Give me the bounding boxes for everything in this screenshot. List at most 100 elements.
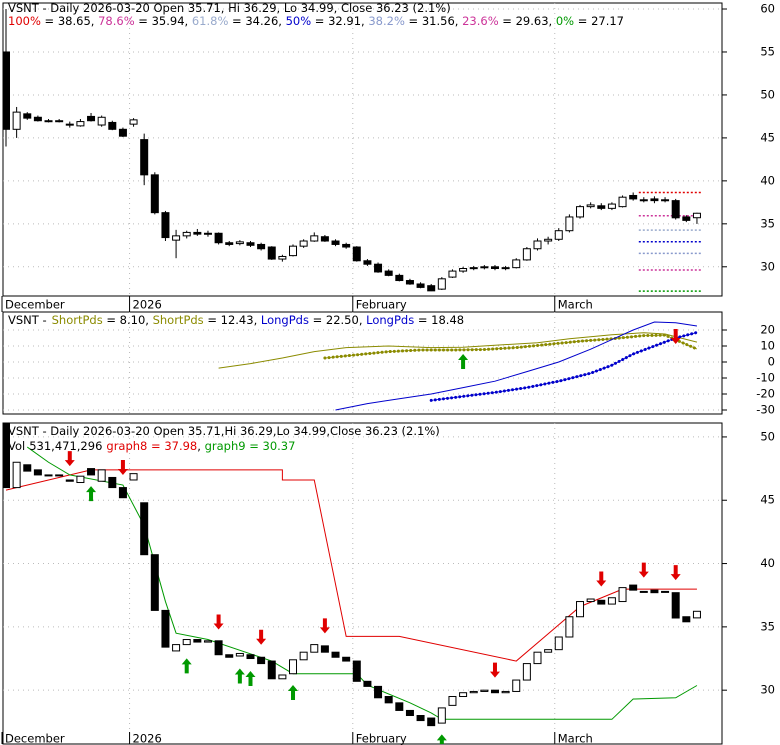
candle-body <box>118 128 127 137</box>
candle-body <box>576 601 585 618</box>
legend-text: LongPds <box>366 313 414 327</box>
candle-body <box>129 119 138 125</box>
candle-body <box>65 123 74 126</box>
legend-text: , <box>145 313 152 327</box>
candle-body <box>310 644 319 653</box>
legend-text: 100% <box>8 14 41 28</box>
candle-body <box>129 473 138 481</box>
candle-body <box>618 587 627 603</box>
series-line <box>5 469 697 662</box>
candle-body <box>490 266 499 270</box>
x-tick-label: February <box>356 732 407 745</box>
candle-body <box>331 240 340 245</box>
candle-body <box>671 592 680 619</box>
buy-arrow <box>245 671 256 687</box>
legend-text: 31.56 <box>422 14 455 28</box>
legend-text: VSNT - Daily 2026-03-20 Open 35.71,Hi 36… <box>8 424 440 438</box>
legend-text: VSNT - Daily 2026-03-20 Open 35.71, Hi 3… <box>8 1 451 15</box>
candle-body <box>193 231 202 235</box>
candle-body <box>3 51 10 130</box>
legend-text: , <box>455 14 462 28</box>
candle-body <box>469 267 478 270</box>
candle-body <box>682 216 691 221</box>
y-tick-label: 35 <box>760 619 775 633</box>
plot-area <box>3 312 722 414</box>
candle-body <box>522 663 531 681</box>
candle-body <box>650 198 659 202</box>
candle-body <box>512 259 521 269</box>
candle-body <box>214 232 223 244</box>
candle-body <box>629 194 638 200</box>
candle-body <box>405 280 414 285</box>
candle-body <box>459 268 468 272</box>
candle-body <box>55 120 64 123</box>
candle-body <box>565 616 574 638</box>
candle-body <box>97 469 106 482</box>
candle-body <box>33 116 42 122</box>
buy-arrow <box>181 658 192 674</box>
candle-body <box>629 584 638 591</box>
candle-body <box>76 475 85 484</box>
y-tick-label: 40 <box>760 173 775 187</box>
candle-body <box>278 674 287 680</box>
legend-text: , <box>361 14 368 28</box>
sell-arrow <box>256 629 267 645</box>
series-line <box>26 446 698 720</box>
candle-body <box>214 640 223 656</box>
candle-body <box>554 230 563 240</box>
plot-area <box>3 3 722 296</box>
candle-body <box>246 242 255 246</box>
legend-text: 22.50 <box>326 313 359 327</box>
legend-text: = <box>246 439 263 453</box>
candle-body <box>533 240 542 250</box>
series-line <box>431 332 698 401</box>
candle-body <box>597 599 606 605</box>
y-tick-label: 20 <box>760 323 775 337</box>
candle-body <box>342 656 351 662</box>
candle-body <box>44 120 53 123</box>
y-tick-label: 50 <box>760 87 775 101</box>
candle-body <box>437 278 446 290</box>
y-tick-label: 40 <box>760 556 775 570</box>
legend-text: = <box>204 313 221 327</box>
candle-body <box>267 660 276 680</box>
x-tick-label: March <box>558 732 593 745</box>
sell-arrow <box>638 562 649 578</box>
candle-body <box>395 702 404 711</box>
y-tick-label: 10 <box>760 339 775 353</box>
buy-arrow <box>288 684 299 700</box>
signal-panel <box>2 422 723 745</box>
sell-arrow <box>213 614 224 630</box>
legend-text: = <box>414 313 431 327</box>
candle-body <box>384 270 393 276</box>
candle-body <box>576 206 585 218</box>
y-tick-label: 30 <box>760 259 775 273</box>
candle-body <box>225 654 234 658</box>
sell-arrow <box>596 571 607 587</box>
legend: VSNT - ShortPds = 8.10, ShortPds = 12.43,… <box>8 313 464 327</box>
candle-body <box>299 240 308 247</box>
candle-body <box>501 267 510 270</box>
legend-text: = <box>309 313 326 327</box>
x-tick-label: 2026 <box>133 298 162 312</box>
candle-body <box>512 679 521 692</box>
legend: Vol 531,471,296 graph8 = 37.98, graph9 = 3… <box>8 439 295 453</box>
legend-text: , <box>254 313 261 327</box>
candle-body <box>23 113 32 119</box>
candle-body <box>416 283 425 288</box>
candle-body <box>97 116 106 126</box>
candle-body <box>448 696 457 706</box>
legend-text: VSNT - <box>8 313 47 327</box>
y-tick-label: 45 <box>760 130 775 144</box>
candle-body <box>639 199 648 202</box>
buy-arrow <box>86 486 97 502</box>
candle-body <box>554 636 563 651</box>
legend-text: 50% <box>286 14 312 28</box>
legend-text: LongPds <box>261 313 309 327</box>
y-tick-label: -30 <box>756 403 775 417</box>
sell-arrow <box>670 565 681 581</box>
candle-body <box>395 274 404 282</box>
legend-text: 34.26 <box>245 14 278 28</box>
candle-body <box>65 479 74 482</box>
candle-body <box>203 232 212 235</box>
